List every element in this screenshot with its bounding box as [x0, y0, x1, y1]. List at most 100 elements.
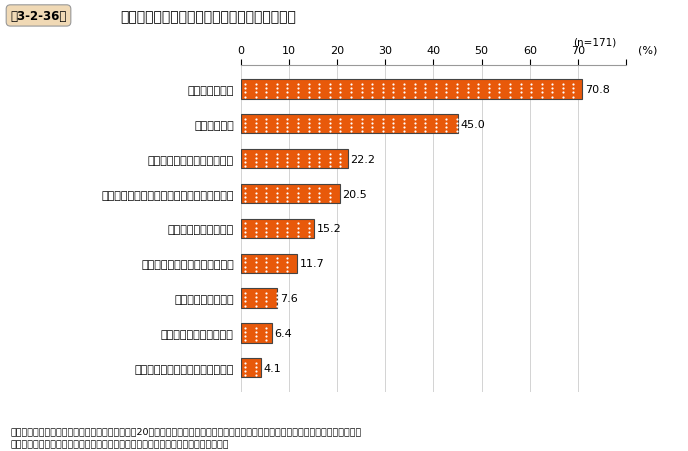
Point [239, 94, 250, 101]
Point [292, 89, 303, 97]
Point [303, 185, 314, 193]
Point [430, 85, 441, 92]
Point [314, 194, 325, 201]
Point [271, 302, 282, 309]
Point [335, 151, 346, 158]
Point [356, 120, 367, 127]
Point [430, 94, 441, 101]
Point [239, 298, 250, 305]
Bar [241, 359, 261, 377]
Point [239, 159, 250, 166]
Point [261, 116, 272, 123]
Point [314, 159, 325, 166]
Point [367, 124, 378, 132]
Point [324, 198, 335, 205]
Point [451, 94, 462, 101]
Point [377, 85, 388, 92]
Point [261, 337, 272, 344]
Point [271, 155, 282, 162]
Point [239, 81, 250, 88]
Point [250, 189, 261, 197]
Point [282, 151, 293, 158]
Point [250, 116, 261, 123]
Point [536, 94, 547, 101]
Point [292, 151, 303, 158]
Point [261, 89, 272, 97]
Point [271, 120, 282, 127]
Point [377, 129, 388, 136]
Text: 70.8: 70.8 [585, 85, 610, 95]
Point [261, 81, 272, 88]
Point [324, 159, 335, 166]
Point [250, 163, 261, 170]
Point [261, 194, 272, 201]
Point [250, 89, 261, 97]
Point [526, 85, 537, 92]
Point [377, 120, 388, 127]
Point [324, 155, 335, 162]
Point [250, 290, 261, 297]
Point [409, 85, 420, 92]
Point [282, 94, 293, 101]
Point [409, 124, 420, 132]
Point [314, 120, 325, 127]
Point [271, 116, 282, 123]
Point [282, 185, 293, 193]
Text: （注）製造業として東大阪市に立地するメリットがあると回答した者に尋ねている。: （注）製造業として東大阪市に立地するメリットがあると回答した者に尋ねている。 [10, 440, 229, 449]
Point [504, 85, 515, 92]
Point [398, 129, 409, 136]
Point [250, 94, 261, 101]
Point [250, 85, 261, 92]
Point [420, 124, 431, 132]
Point [239, 225, 250, 232]
Point [420, 81, 431, 88]
Point [239, 259, 250, 267]
Point [494, 94, 505, 101]
Point [388, 120, 399, 127]
Text: 4.1: 4.1 [264, 363, 281, 373]
Point [398, 81, 409, 88]
Point [261, 198, 272, 205]
Point [271, 194, 282, 201]
Point [250, 364, 261, 371]
Point [250, 233, 261, 240]
Text: 20.5: 20.5 [343, 189, 367, 199]
Point [261, 325, 272, 332]
Point [261, 129, 272, 136]
Point [292, 85, 303, 92]
Point [335, 163, 346, 170]
Point [314, 198, 325, 205]
Point [367, 89, 378, 97]
Point [271, 151, 282, 158]
Point [239, 198, 250, 205]
Point [451, 120, 462, 127]
Point [515, 81, 526, 88]
Point [261, 85, 272, 92]
Point [239, 372, 250, 379]
Point [335, 155, 346, 162]
Point [271, 189, 282, 197]
Point [473, 81, 484, 88]
Point [250, 120, 261, 127]
Point [345, 120, 356, 127]
Point [239, 267, 250, 275]
Point [303, 225, 314, 232]
Point [282, 85, 293, 92]
Point [388, 129, 399, 136]
Point [261, 255, 272, 262]
Point [303, 229, 314, 236]
Point [261, 94, 272, 101]
Point [250, 259, 261, 267]
Point [303, 129, 314, 136]
Bar [241, 324, 272, 343]
Text: 15.2: 15.2 [317, 224, 342, 234]
Point [271, 163, 282, 170]
Point [271, 263, 282, 271]
Point [303, 81, 314, 88]
Point [239, 185, 250, 193]
Point [292, 129, 303, 136]
Point [250, 255, 261, 262]
Point [398, 116, 409, 123]
Point [303, 85, 314, 92]
Point [303, 194, 314, 201]
